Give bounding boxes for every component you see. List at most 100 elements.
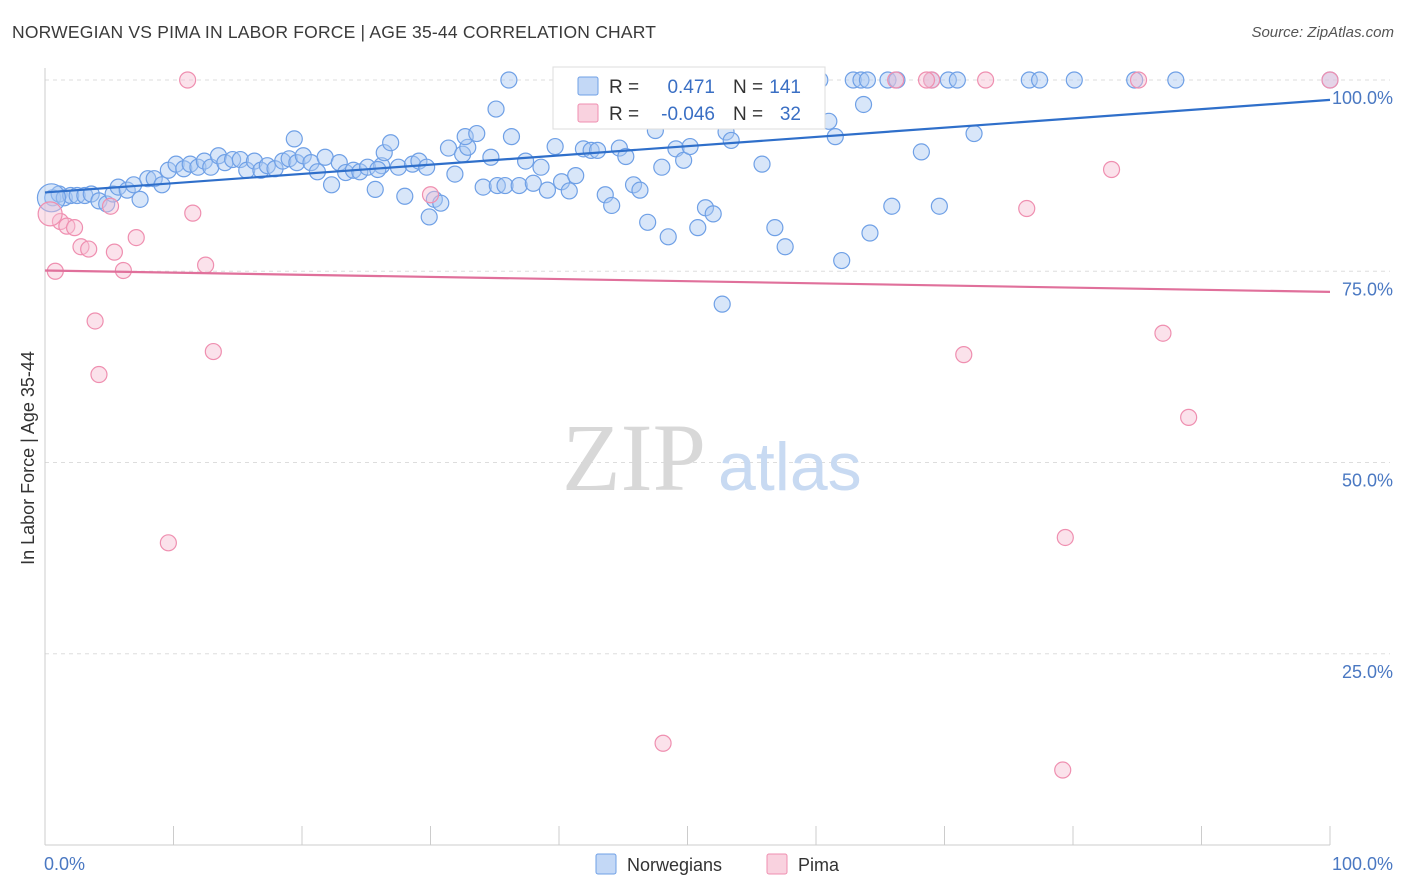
norwegians-point [524, 174, 542, 192]
trend-lines [44, 98, 1331, 294]
x-tick-label-0: 0.0% [44, 854, 85, 874]
pima-point [179, 71, 197, 89]
norwegians-point [858, 71, 877, 89]
stats-norwegians-r-label: R = [609, 77, 639, 98]
x-tick-label-100: 100.0% [1332, 854, 1393, 874]
norwegians-point [396, 187, 414, 205]
norwegians-point [883, 197, 901, 215]
pima-point [1018, 199, 1036, 218]
norwegians-point [439, 139, 458, 157]
norwegians-point [382, 134, 400, 152]
pima-point [90, 365, 108, 384]
norwegians-point [1030, 71, 1049, 89]
norwegians-point [854, 95, 873, 114]
stats-swatch-pima [577, 103, 599, 123]
norwegians-point [833, 251, 851, 270]
legend-swatch-pima [766, 853, 788, 875]
norwegians-point [418, 158, 436, 176]
pima-point [654, 734, 672, 752]
norwegians-point [776, 238, 794, 256]
norwegians-point [375, 144, 393, 162]
norwegians-point [912, 143, 930, 161]
legend-label-norwegians: Norwegians [627, 855, 722, 875]
norwegians-point [285, 130, 303, 148]
tick-labels: 25.0% 50.0% 75.0% 100.0% 0.0% 100.0% [44, 88, 1393, 874]
pima-point [1129, 71, 1148, 89]
norwegians-point [675, 151, 693, 169]
norwegians-point [939, 71, 957, 89]
norwegians-point [139, 170, 157, 188]
norwegians-point [322, 176, 341, 194]
norwegians-point [653, 158, 671, 176]
norwegians-point [560, 182, 578, 200]
pima-point [159, 534, 177, 552]
legend: Norwegians Pima [595, 853, 840, 875]
norwegians-point [496, 176, 514, 195]
pima-point [1056, 528, 1074, 547]
watermark-zip: ZIP [562, 404, 706, 511]
norwegians-point [766, 219, 784, 237]
pima-point [184, 204, 202, 222]
stats-box: R = 0.471 N = 141 R = -0.046 N = 32 [552, 66, 826, 130]
pima-point [65, 219, 84, 237]
norwegians-point [722, 131, 740, 150]
stats-norwegians-r-value: 0.471 [667, 77, 715, 98]
pima-point [114, 261, 132, 280]
norwegians-point [596, 186, 614, 204]
norwegians-point [930, 197, 948, 215]
legend-label-pima: Pima [798, 855, 840, 875]
stats-norwegians-n-value: 141 [769, 77, 801, 98]
grid-lines [45, 79, 1390, 655]
pima-point [887, 71, 905, 89]
pima-point [204, 342, 222, 361]
y-axis-label: In Labor Force | Age 35-44 [18, 351, 38, 565]
norwegians-point [280, 150, 298, 168]
norwegians-point [659, 228, 677, 246]
norwegians-point [487, 100, 505, 118]
norwegians-point [516, 152, 535, 170]
norwegians-point [288, 154, 306, 172]
stats-pima-r-value: -0.046 [661, 104, 715, 125]
pima-point [80, 240, 98, 258]
norwegians-point [231, 150, 249, 169]
norwegians-point [965, 124, 983, 143]
norwegians-point [753, 155, 771, 173]
norwegians-point [209, 147, 228, 165]
norwegians-point [482, 148, 500, 166]
y-tick-label-100: 100.0% [1332, 88, 1393, 108]
pima-point [1102, 160, 1121, 179]
norwegians-point [510, 176, 528, 195]
series-pima-points [37, 71, 1339, 779]
norwegians-point [538, 181, 557, 199]
norwegians-point [366, 180, 384, 198]
norwegians-point [245, 152, 264, 170]
trend-line-pima [44, 269, 1331, 294]
norwegians-point [446, 165, 464, 183]
legend-swatch-norwegians [595, 853, 617, 875]
watermark-atlas: atlas [718, 429, 862, 505]
norwegians-point [689, 219, 707, 237]
y-tick-label-25: 25.0% [1342, 662, 1393, 682]
norwegians-point [588, 141, 607, 159]
norwegians-point [500, 71, 518, 89]
norwegians-point [713, 295, 731, 313]
trend-line-norwegians [44, 98, 1331, 194]
norwegians-point [474, 178, 492, 196]
norwegians-point [131, 190, 149, 208]
y-tick-label-50: 50.0% [1342, 471, 1393, 491]
norwegians-point [358, 158, 377, 176]
norwegians-point [546, 137, 564, 156]
y-tick-label-75: 75.0% [1342, 279, 1393, 299]
pima-point [917, 71, 936, 89]
norwegians-point [631, 181, 649, 199]
pima-point [1180, 408, 1198, 426]
pima-point [421, 186, 440, 204]
pima-point [37, 201, 63, 227]
pima-point [127, 228, 145, 247]
stats-pima-n-value: 32 [780, 104, 801, 125]
pima-point [1054, 761, 1072, 779]
norwegians-point [502, 128, 521, 146]
pima-point [197, 256, 215, 274]
norwegians-point [532, 158, 550, 176]
